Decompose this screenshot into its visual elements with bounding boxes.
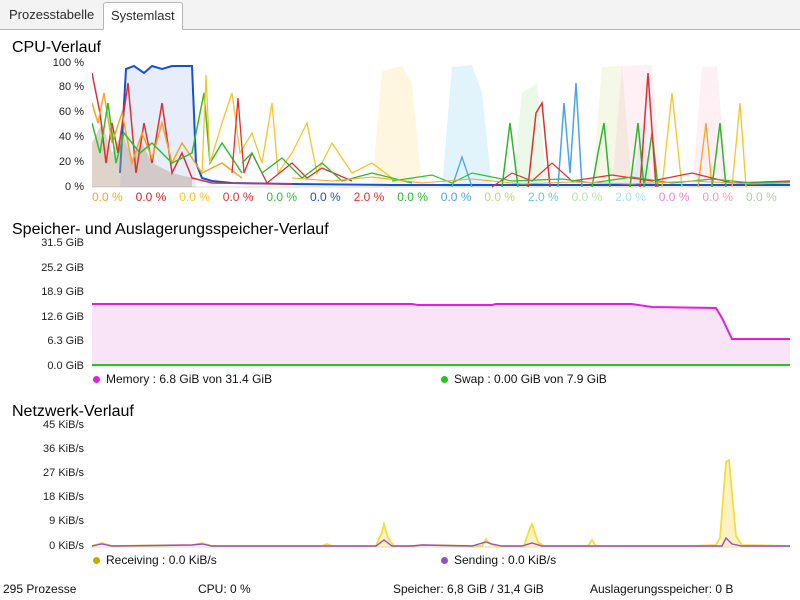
cpu-ytick-40: 40 %	[58, 131, 84, 143]
memory-ytick-31.5: 31.5 GiB	[41, 237, 84, 249]
cpu-core-label: 0.0 %	[397, 190, 428, 204]
status-cpu: CPU: 0 %	[198, 582, 251, 596]
memory-history-graph	[92, 303, 790, 367]
memory-legend: Memory : 6.8 GiB von 31.4 GiB	[93, 372, 272, 386]
memory-legend-label: Memory : 6.8 GiB von 31.4 GiB	[106, 372, 273, 386]
cpu-ytick-20: 20 %	[58, 156, 84, 168]
receiving-legend-label: Receiving : 0.0 KiB/s	[106, 553, 217, 567]
cpu-core-label: 0.0 %	[179, 190, 210, 204]
network-ytick-0: 0 KiB/s	[49, 540, 84, 552]
cpu-core-label: 0.0 %	[266, 190, 298, 204]
cpu-ytick-0: 0 %	[65, 181, 84, 193]
cpu-core-label: 0.0 %	[746, 190, 777, 204]
sending-legend-dot	[441, 556, 448, 564]
network-ytick-36: 36 KiB/s	[43, 443, 84, 455]
cpu-core-label: 2.0 %	[528, 190, 559, 204]
cpu-core-label: 0.0 %	[484, 190, 516, 204]
cpu-core-label: 0.0 %	[310, 190, 341, 204]
swap-legend-label: Swap : 0.00 GiB von 7.9 GiB	[454, 372, 607, 386]
memory-legend-dot	[93, 375, 100, 383]
tab-prozesstabelle[interactable]: Prozesstabelle	[9, 7, 95, 22]
cpu-core-label: 0.0 %	[222, 190, 254, 204]
swap-legend: Swap : 0.00 GiB von 7.9 GiB	[441, 372, 607, 386]
cpu-core-label: 2.0 %	[615, 190, 646, 204]
network-ytick-9: 9 KiB/s	[49, 515, 84, 527]
memory-ytick-18.9: 18.9 GiB	[41, 286, 84, 298]
swap-legend-dot	[441, 375, 448, 383]
tab-bar: Prozesstabelle Systemlast	[0, 0, 800, 30]
sending-legend: Sending : 0.0 KiB/s	[441, 553, 556, 567]
cpu-core-label: 0.0 %	[92, 190, 123, 204]
cpu-ytick-60: 60 %	[58, 106, 84, 118]
network-ytick-45: 45 KiB/s	[43, 419, 84, 431]
memory-ytick-6.3: 6.3 GiB	[47, 335, 84, 347]
cpu-core-label: 0.0 %	[135, 190, 167, 204]
cpu-core-label: 0.0 %	[571, 190, 603, 204]
memory-history-title: Speicher- und Auslagerungsspeicher-Verla…	[12, 221, 329, 238]
memory-ytick-12.6: 12.6 GiB	[41, 311, 84, 323]
network-history-title: Netzwerk-Verlauf	[12, 403, 134, 420]
cpu-core-label: 0.0 %	[440, 190, 472, 204]
cpu-core-label: 0.0 %	[658, 190, 690, 204]
status-swap: Auslagerungsspeicher: 0 B	[590, 582, 734, 596]
cpu-history-graph	[92, 64, 790, 188]
status-process-count: 295 Prozesse	[3, 582, 77, 596]
sending-legend-label: Sending : 0.0 KiB/s	[454, 553, 557, 567]
cpu-ytick-100: 100 %	[52, 57, 84, 69]
receiving-legend: Receiving : 0.0 KiB/s	[93, 553, 217, 567]
tab-systemlast[interactable]: Systemlast	[103, 2, 183, 30]
cpu-core-labels: 0.0 % 0.0 % 0.0 % 0.0 % 0.0 % 0.0 % 2.0 % 0.0 %…	[92, 190, 792, 208]
cpu-core-label: 2.0 %	[353, 190, 385, 204]
cpu-ytick-80: 80 %	[58, 81, 84, 93]
memory-ytick-0: 0.0 GiB	[47, 360, 84, 372]
network-ytick-27: 27 KiB/s	[43, 467, 84, 479]
memory-ytick-25.2: 25.2 GiB	[41, 262, 84, 274]
network-history-graph	[92, 458, 790, 548]
cpu-core-label: 0.0 %	[702, 190, 734, 204]
receiving-legend-dot	[93, 556, 100, 564]
cpu-history-title: CPU-Verlauf	[12, 39, 101, 56]
network-ytick-18: 18 KiB/s	[43, 491, 84, 503]
status-memory: Speicher: 6,8 GiB / 31,4 GiB	[393, 582, 544, 596]
